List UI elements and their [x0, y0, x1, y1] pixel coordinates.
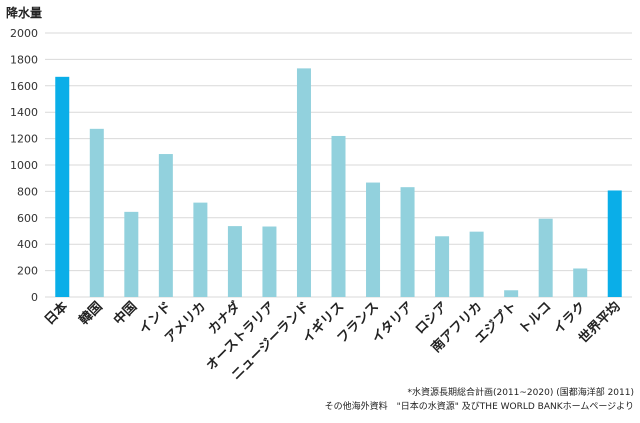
- x-tick-label: 韓国: [76, 299, 106, 329]
- bar-16: [607, 190, 622, 297]
- y-tick-label: 1600: [10, 80, 38, 93]
- source-note-line1: *水資源長期総合計画(2011~2020) (国都海洋部 2011): [407, 388, 634, 398]
- x-tick-label: トルコ: [516, 299, 554, 337]
- bar-12: [469, 231, 484, 297]
- x-tick-label: 中国: [110, 299, 140, 329]
- bar-13: [504, 290, 519, 297]
- bar-2: [124, 211, 139, 297]
- bar-15: [573, 268, 588, 297]
- y-tick-label: 1000: [10, 159, 38, 172]
- y-tick-label: 800: [17, 185, 38, 198]
- bar-3: [158, 154, 173, 297]
- source-note-line2: その他海外資料 "日本の水資源" 及びTHE WORLD BANKホームページよ…: [324, 402, 634, 412]
- y-tick-label: 200: [17, 265, 38, 278]
- bar-5: [227, 226, 242, 297]
- y-axis-title: 降水量: [6, 6, 43, 20]
- bar-10: [400, 187, 415, 297]
- y-tick-label: 1200: [10, 133, 38, 146]
- y-tick-label: 600: [17, 212, 38, 225]
- y-tick-label: 1400: [10, 106, 38, 119]
- bar-7: [296, 68, 311, 297]
- bar-14: [538, 218, 553, 297]
- bar-8: [331, 135, 346, 297]
- y-tick-label: 1800: [10, 53, 38, 66]
- bar-0: [55, 76, 70, 297]
- bar-1: [89, 128, 104, 297]
- bar-9: [366, 182, 381, 297]
- bar-11: [435, 236, 450, 297]
- bar-6: [262, 226, 277, 297]
- y-tick-label: 400: [17, 238, 38, 251]
- y-tick-label: 0: [31, 291, 38, 304]
- bar-4: [193, 202, 208, 297]
- x-tick-label: 日本: [41, 299, 71, 329]
- y-tick-label: 2000: [10, 27, 38, 40]
